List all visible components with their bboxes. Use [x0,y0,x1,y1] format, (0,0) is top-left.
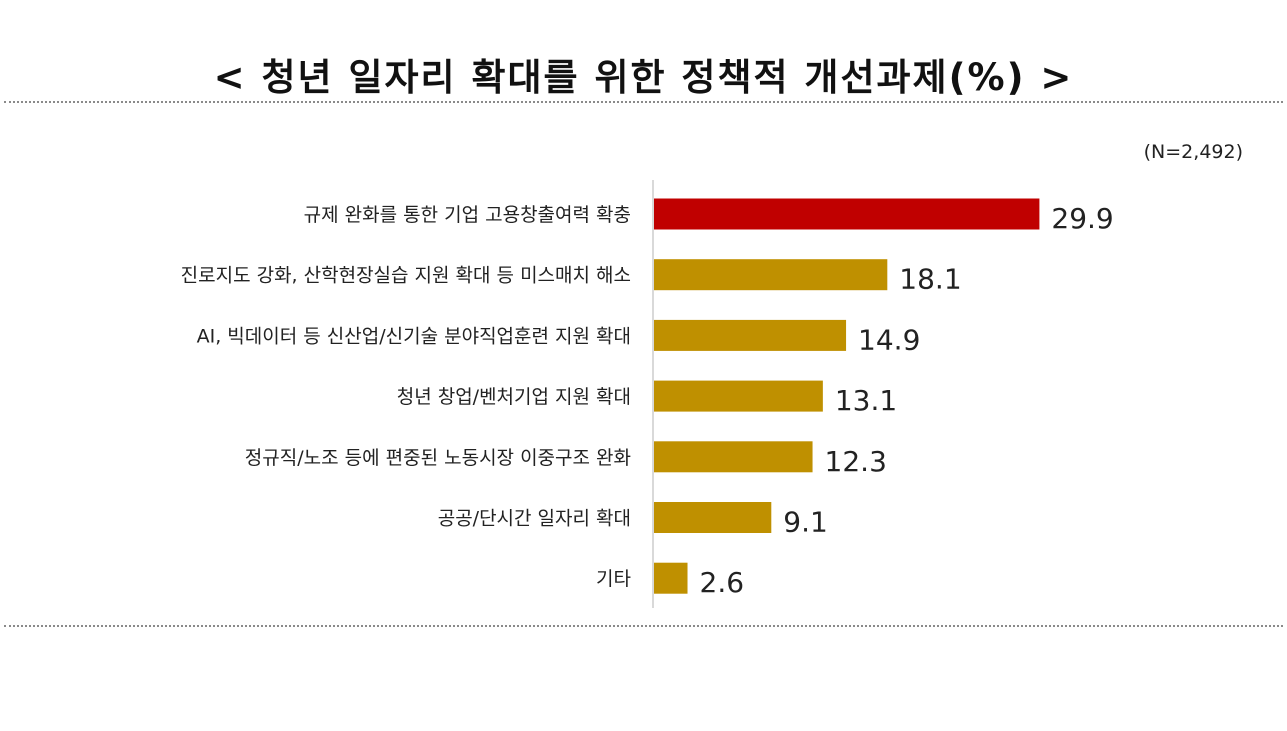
category-label-5: 정규직/노조 등에 편중된 노동시장 이중구조 완화 [245,447,631,469]
chart-title: < 청년 일자리 확대를 위한 정책적 개선과제(%) > [213,56,1074,99]
value-label-1: 29.9 [1051,202,1113,235]
bar-5 [654,441,813,473]
category-label-7: 기타 [596,568,631,590]
value-label-4: 13.1 [835,384,897,417]
bar-7 [654,562,688,594]
category-label-6: 공공/단시간 일자리 확대 [438,508,631,530]
value-label-2: 18.1 [899,263,961,296]
category-label-2: 진로지도 강화, 산학현장실습 지원 확대 등 미스매치 해소 [181,265,631,287]
bar-6 [654,502,772,533]
bar-4 [654,380,823,412]
value-label-6: 9.1 [783,506,828,539]
bar-2 [654,259,888,291]
bar-1 [654,198,1040,230]
bar-3 [654,319,847,351]
top-divider [4,101,1283,103]
value-label-7: 2.6 [700,566,745,599]
value-label-5: 12.3 [825,445,887,478]
sample-size-note: (N=2,492) [1143,141,1243,163]
bottom-divider [4,625,1283,627]
value-label-3: 14.9 [858,323,920,356]
category-label-1: 규제 완화를 통한 기업 고용창출여력 확충 [304,204,631,226]
category-label-4: 청년 창업/벤처기업 지원 확대 [397,386,631,408]
category-label-3: AI, 빅데이터 등 신산업/신기술 분야직업훈련 지원 확대 [197,325,631,347]
